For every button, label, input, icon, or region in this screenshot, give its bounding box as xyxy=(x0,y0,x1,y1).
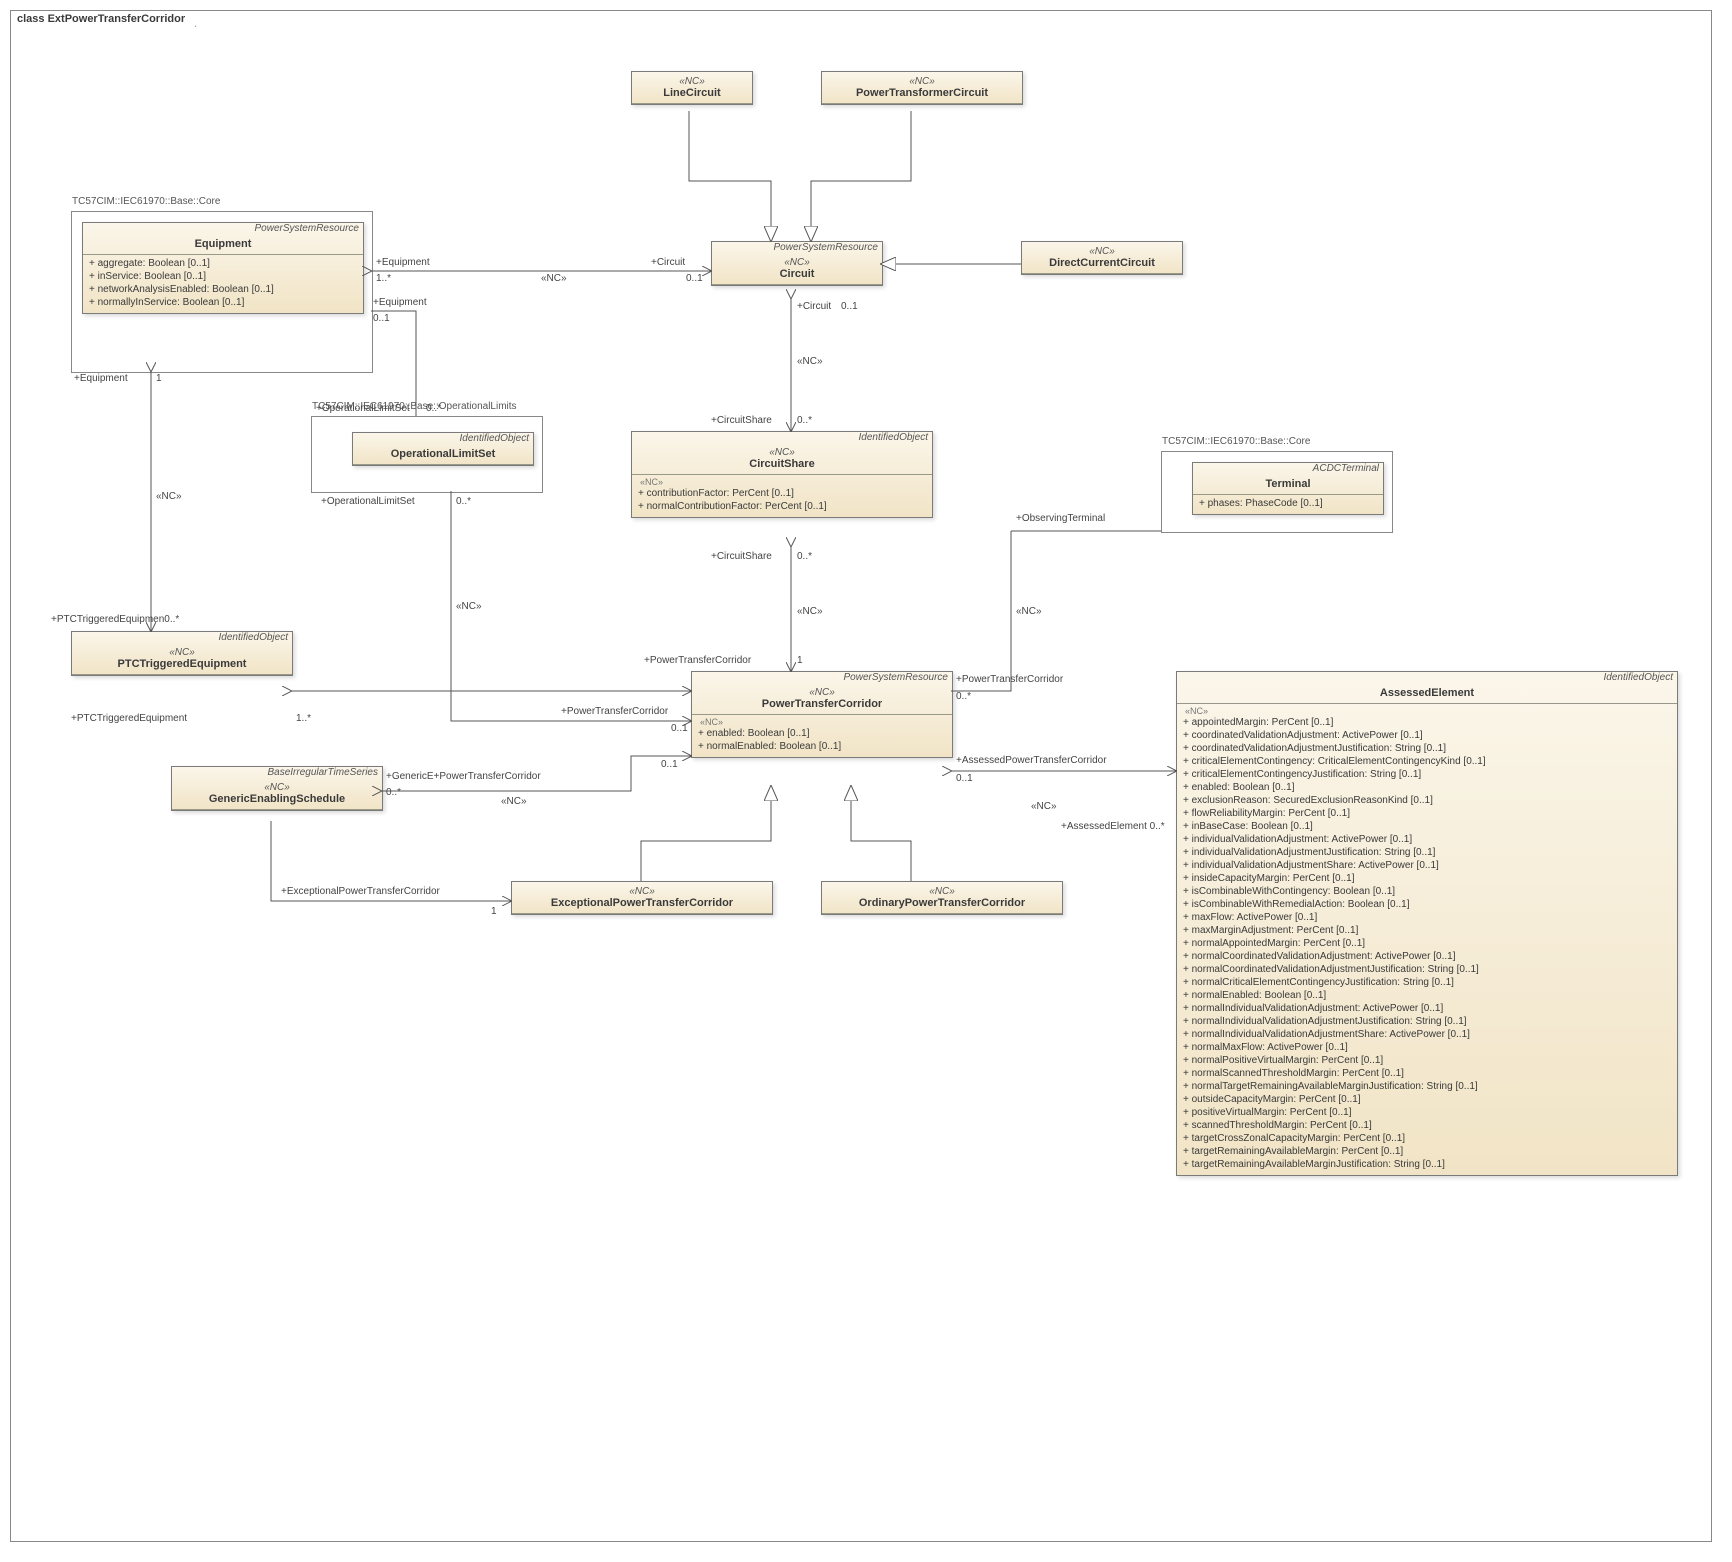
package-equipment: TC57CIM::IEC61970::Base::Core PowerSyste… xyxy=(71,211,373,373)
attribute: + normalEnabled: Boolean [0..1] xyxy=(1181,989,1673,1002)
class-ordinary-ptc: «NC» OrdinaryPowerTransferCorridor xyxy=(821,881,1063,915)
class-ptc-triggered-equipment: IdentifiedObject «NC» PTCTriggeredEquipm… xyxy=(71,631,293,676)
attribute: + isCombinableWithRemedialAction: Boolea… xyxy=(1181,898,1673,911)
attribute: + criticalElementContingency: CriticalEl… xyxy=(1181,755,1673,768)
attribute: + normalEnabled: Boolean [0..1] xyxy=(696,740,948,753)
attribute: + normalIndividualValidationAdjustmentSh… xyxy=(1181,1028,1673,1041)
attribute: + maxMarginAdjustment: PerCent [0..1] xyxy=(1181,924,1673,937)
attribute: + normalIndividualValidationAdjustment: … xyxy=(1181,1002,1673,1015)
attribute: + normalIndividualValidationAdjustmentJu… xyxy=(1181,1015,1673,1028)
attribute: + flowReliabilityMargin: PerCent [0..1] xyxy=(1181,807,1673,820)
attribute: + exclusionReason: SecuredExclusionReaso… xyxy=(1181,794,1673,807)
attribute: + scannedThresholdMargin: PerCent [0..1] xyxy=(1181,1119,1673,1132)
attribute: + normalScannedThresholdMargin: PerCent … xyxy=(1181,1067,1673,1080)
attribute: + aggregate: Boolean [0..1] xyxy=(87,257,359,270)
attribute: + normalCoordinatedValidationAdjustment:… xyxy=(1181,950,1673,963)
class-generic-enabling-schedule: BaseIrregularTimeSeries «NC» GenericEnab… xyxy=(171,766,383,811)
attribute: + normalMaxFlow: ActivePower [0..1] xyxy=(1181,1041,1673,1054)
attribute: + outsideCapacityMargin: PerCent [0..1] xyxy=(1181,1093,1673,1106)
class-equipment: PowerSystemResource Equipment + aggregat… xyxy=(82,222,364,314)
diagram-frame: class ExtPowerTransferCorridor «NC» Line… xyxy=(10,10,1712,1542)
attribute: + insideCapacityMargin: PerCent [0..1] xyxy=(1181,872,1673,885)
attribute: + phases: PhaseCode [0..1] xyxy=(1197,497,1379,510)
attribute: + normalContributionFactor: PerCent [0..… xyxy=(636,500,928,513)
attribute: + enabled: Boolean [0..1] xyxy=(696,727,948,740)
attribute: + targetCrossZonalCapacityMargin: PerCen… xyxy=(1181,1132,1673,1145)
class-operational-limit-set: IdentifiedObject OperationalLimitSet xyxy=(352,432,534,466)
attribute: + networkAnalysisEnabled: Boolean [0..1] xyxy=(87,283,359,296)
attribute: + normallyInService: Boolean [0..1] xyxy=(87,296,359,309)
class-power-transfer-corridor: PowerSystemResource «NC» PowerTransferCo… xyxy=(691,671,953,758)
attribute: + contributionFactor: PerCent [0..1] xyxy=(636,487,928,500)
attribute: + targetRemainingAvailableMarginJustific… xyxy=(1181,1158,1673,1171)
attribute: + maxFlow: ActivePower [0..1] xyxy=(1181,911,1673,924)
attribute: + individualValidationAdjustmentJustific… xyxy=(1181,846,1673,859)
attribute: + normalCriticalElementContingencyJustif… xyxy=(1181,976,1673,989)
attribute: + appointedMargin: PerCent [0..1] xyxy=(1181,716,1673,729)
package-operational-limit-set: TC57CIM::IEC61970::Base::OperationalLimi… xyxy=(311,416,543,493)
class-terminal: ACDCTerminal Terminal + phases: PhaseCod… xyxy=(1192,462,1384,515)
attribute: + normalAppointedMargin: PerCent [0..1] xyxy=(1181,937,1673,950)
package-terminal: TC57CIM::IEC61970::Base::Core ACDCTermin… xyxy=(1161,451,1393,533)
class-line-circuit: «NC» LineCircuit xyxy=(631,71,753,105)
attribute: + inService: Boolean [0..1] xyxy=(87,270,359,283)
attribute: + targetRemainingAvailableMargin: PerCen… xyxy=(1181,1145,1673,1158)
attribute: + coordinatedValidationAdjustmentJustifi… xyxy=(1181,742,1673,755)
attribute: + positiveVirtualMargin: PerCent [0..1] xyxy=(1181,1106,1673,1119)
attribute: + criticalElementContingencyJustificatio… xyxy=(1181,768,1673,781)
attribute: + individualValidationAdjustmentShare: A… xyxy=(1181,859,1673,872)
attribute: + enabled: Boolean [0..1] xyxy=(1181,781,1673,794)
class-assessed-element: IdentifiedObject AssessedElement «NC» + … xyxy=(1176,671,1678,1176)
attribute: + isCombinableWithContingency: Boolean [… xyxy=(1181,885,1673,898)
diagram-title: class ExtPowerTransferCorridor xyxy=(10,10,196,27)
class-circuit-share: IdentifiedObject «NC» CircuitShare «NC» … xyxy=(631,431,933,518)
class-exceptional-ptc: «NC» ExceptionalPowerTransferCorridor xyxy=(511,881,773,915)
class-power-transformer-circuit: «NC» PowerTransformerCircuit xyxy=(821,71,1023,105)
attribute: + individualValidationAdjustment: Active… xyxy=(1181,833,1673,846)
attribute: + normalTargetRemainingAvailableMarginJu… xyxy=(1181,1080,1673,1093)
attribute: + normalPositiveVirtualMargin: PerCent [… xyxy=(1181,1054,1673,1067)
attribute: + inBaseCase: Boolean [0..1] xyxy=(1181,820,1673,833)
attribute: + coordinatedValidationAdjustment: Activ… xyxy=(1181,729,1673,742)
attribute: + normalCoordinatedValidationAdjustmentJ… xyxy=(1181,963,1673,976)
class-circuit: PowerSystemResource «NC» Circuit xyxy=(711,241,883,286)
class-direct-current-circuit: «NC» DirectCurrentCircuit xyxy=(1021,241,1183,275)
